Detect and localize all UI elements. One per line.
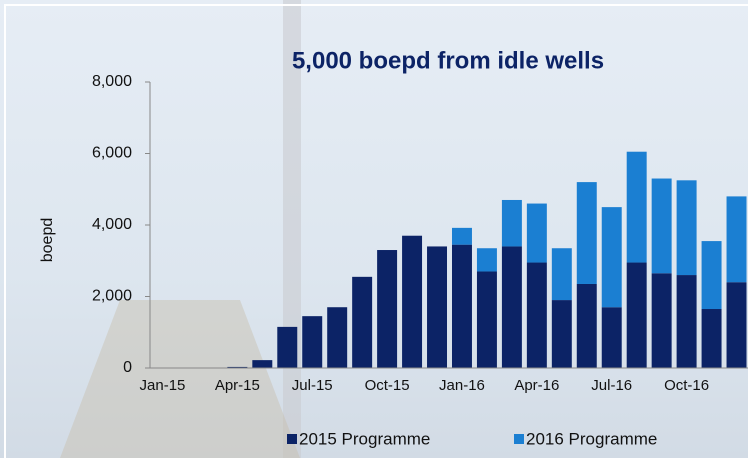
x-tick-label: Apr-15 <box>215 377 260 394</box>
bar <box>451 244 472 368</box>
x-tick-label: Apr-16 <box>514 377 559 394</box>
legend-label: 2016 Programme <box>526 429 657 448</box>
bar <box>726 282 747 368</box>
y-tick-label: 4,000 <box>92 216 132 233</box>
frame <box>4 4 748 458</box>
bar <box>476 271 497 368</box>
bar <box>252 360 273 368</box>
x-tick-label: Oct-15 <box>365 377 410 394</box>
bar <box>576 283 597 368</box>
bar <box>526 203 547 263</box>
bar <box>726 196 747 283</box>
bar <box>576 182 597 284</box>
bar <box>476 248 497 272</box>
x-tick-label: Jan-15 <box>140 377 186 394</box>
y-axis-label: boepd <box>39 218 56 263</box>
bar <box>501 246 522 368</box>
bar <box>377 250 398 368</box>
bar <box>626 262 647 368</box>
x-tick-label: Jul-15 <box>292 377 333 394</box>
bar <box>526 262 547 368</box>
bar <box>451 227 472 245</box>
bar <box>651 273 672 368</box>
bar <box>352 276 373 368</box>
bar <box>501 199 522 247</box>
bar <box>651 178 672 274</box>
bar <box>302 316 323 368</box>
bar <box>701 241 722 310</box>
bar <box>551 300 572 368</box>
y-tick-label: 0 <box>123 359 132 376</box>
bar <box>227 366 248 368</box>
bar <box>327 307 348 368</box>
bar <box>676 180 697 276</box>
bar <box>551 248 572 301</box>
bar <box>402 235 423 368</box>
legend-swatch <box>514 434 524 444</box>
bar <box>701 309 722 368</box>
x-tick-label: Oct-16 <box>664 377 709 394</box>
bar <box>601 307 622 368</box>
x-tick-label: Jul-16 <box>591 377 632 394</box>
bar <box>277 326 298 368</box>
y-tick-label: 2,000 <box>92 288 132 305</box>
y-tick-label: 8,000 <box>92 73 132 90</box>
y-tick-label: 6,000 <box>92 145 132 162</box>
x-tick-label: Jan-16 <box>439 377 485 394</box>
bar <box>676 275 697 368</box>
bar <box>626 151 647 263</box>
legend-label: 2015 Programme <box>299 429 430 448</box>
chart-title: 5,000 boepd from idle wells <box>292 47 604 74</box>
legend-swatch <box>287 434 297 444</box>
bar <box>427 246 448 368</box>
ship-shadow <box>60 300 300 458</box>
bar <box>601 207 622 308</box>
